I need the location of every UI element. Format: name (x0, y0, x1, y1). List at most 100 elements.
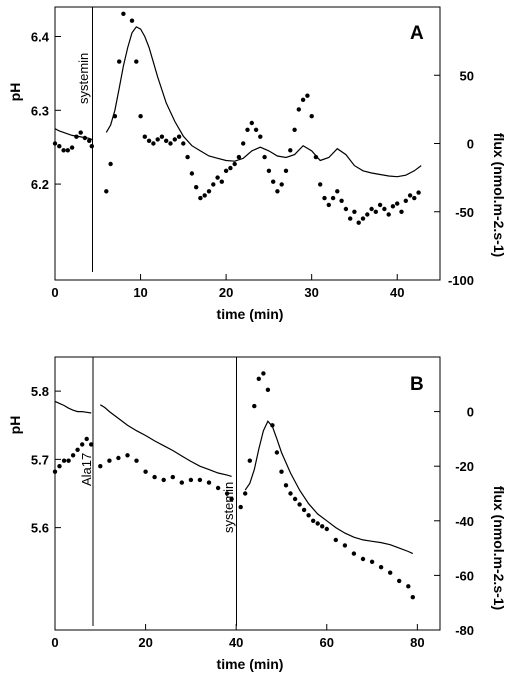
panel-b-flux-point (301, 507, 307, 513)
panel-b-flux-point (279, 469, 284, 474)
panel-a-flux-point (369, 206, 374, 212)
panel-a-flux-point (318, 182, 323, 187)
panel-b-right-tick-label: -60 (455, 568, 474, 583)
panel-a-x-tick-label: 0 (51, 285, 58, 300)
panel-b-x-tick-label: 60 (320, 635, 334, 650)
panel-a-flux-point (129, 18, 135, 23)
panel-a-flux-point (236, 154, 242, 160)
panel-a-flux-point (172, 137, 177, 142)
panel-a-flux-point (52, 141, 58, 146)
panel-a-flux-point (151, 141, 156, 146)
panel-b-flux-point (52, 469, 58, 474)
panel-a-ph-trace-segment (105, 26, 422, 178)
panel-a-flux-point (258, 134, 263, 139)
panel-a-flux-point (117, 59, 122, 64)
panel-b-x-axis-label: time (min) (217, 656, 284, 672)
panel-b-left-axis-label: pH (7, 416, 23, 435)
panel-a-flux-point (176, 134, 182, 139)
panel-a-flux-point (296, 107, 301, 112)
panel-a-flux-point (249, 120, 254, 126)
panel-a-flux-point (168, 141, 173, 146)
panel-b-flux-point (206, 480, 212, 485)
panel-b-flux-point (243, 491, 248, 496)
panel-a-flux-point (326, 202, 331, 208)
panel-a-plot (52, 11, 422, 225)
panel-a-flux-point (309, 114, 314, 119)
panel-a-flux-point (189, 171, 195, 176)
panel-a-flux-point (377, 202, 383, 208)
panel-a-right-tick-label: 50 (460, 68, 474, 83)
panel-b-flux-point (265, 387, 271, 392)
panel-b-flux-point (116, 455, 121, 461)
panel-a-flux-point (352, 209, 357, 214)
panel-a-flux-point (360, 216, 366, 221)
panel-b-flux-point (125, 453, 130, 458)
panel-b-flux-point (229, 496, 234, 502)
panel-a-flux-point (335, 189, 340, 194)
panel-a-x-tick-label: 10 (133, 285, 147, 300)
panel-a-flux-point (185, 154, 190, 160)
panel-a-x-axis-label: time (min) (217, 306, 284, 322)
panel-b-flux-point (320, 524, 325, 529)
panel-a-flux-point (219, 179, 224, 184)
panel-b-flux-point (61, 458, 67, 463)
panel-a-flux-point (194, 185, 199, 190)
panel-a-right-tick-label: 0 (467, 137, 474, 152)
panel-a-flux-point (138, 114, 143, 119)
panel-a-flux-point (266, 168, 272, 173)
panel-b-right-tick-label: 0 (467, 405, 474, 420)
panel-a-frame (54, 6, 441, 281)
panel-a-flux-point (181, 141, 186, 146)
panel-a-flux-point (365, 212, 370, 217)
panel-a-left-tick-label: 6.2 (31, 177, 49, 192)
panel-a-flux-point (87, 138, 92, 143)
panel-b-flux-point (80, 442, 85, 447)
panel-b-flux-point (306, 513, 311, 518)
panel-a-flux-point (241, 141, 246, 146)
panel-a-flux-point (283, 168, 289, 173)
panel-b-flux-point (134, 458, 139, 463)
panel-b-frame (54, 356, 441, 631)
panel-a-flux-point (262, 154, 267, 160)
panel-a-flux-point (412, 195, 417, 201)
panel-a-right-axis-label: flux (nmol.m-2.s-1) (491, 133, 507, 257)
panel-b-flux-point (238, 504, 243, 510)
panel-b-flux-point (342, 543, 348, 548)
panel-a-annotation-systemin: systemin (76, 53, 91, 104)
panel-a-flux-point (82, 135, 88, 141)
panel-b-flux-point (161, 477, 166, 483)
panel-a-flux-point (313, 154, 319, 160)
panel-a-flux-point (399, 209, 404, 214)
panel-a-flux-point (305, 93, 310, 98)
panel-b-flux-point (247, 458, 252, 463)
panel-b-right-ticks: -80 -60 -40 -20 0 (434, 405, 474, 638)
panel-a-flux-point (74, 134, 79, 139)
panel-b-right-tick-label: -40 (455, 514, 474, 529)
panel-a-right-ticks: -100 -50 0 50 (434, 68, 474, 288)
panel-a-flux-point (134, 59, 139, 64)
panel-a-flux-point (142, 134, 147, 139)
panel-b-flux-point (297, 502, 302, 507)
panel-b-left-tick-label: 5.6 (31, 521, 49, 536)
panel-a-flux-point (65, 148, 71, 153)
panel-b-flux-point (288, 491, 293, 496)
panel-a-x-tick-label: 30 (304, 285, 318, 300)
panel-a-flux-point (275, 189, 280, 194)
panel-a-right-tick-label: -100 (448, 273, 474, 288)
panel-a-flux-point (164, 138, 169, 143)
panel-a-flux-point (146, 138, 152, 143)
panel-a-flux-point (69, 145, 75, 150)
panel-a-flux-point (159, 134, 165, 139)
panel-a-flux-point (343, 206, 349, 212)
panel-b-right-tick-label: -20 (455, 459, 474, 474)
panel-b-x-tick-label: 0 (51, 635, 58, 650)
panel-a-flux-point (228, 165, 233, 171)
panel-b-flux-point (351, 551, 357, 556)
panel-b-flux-point (170, 474, 175, 480)
panel-b-x-tick-label: 20 (138, 635, 152, 650)
panel-b-flux-point (188, 477, 194, 483)
panel-b-flux-point (283, 483, 289, 488)
panel-b-flux-point (410, 595, 415, 600)
panel-b-flux-point (197, 477, 203, 483)
panel-a-flux-point (108, 161, 113, 167)
